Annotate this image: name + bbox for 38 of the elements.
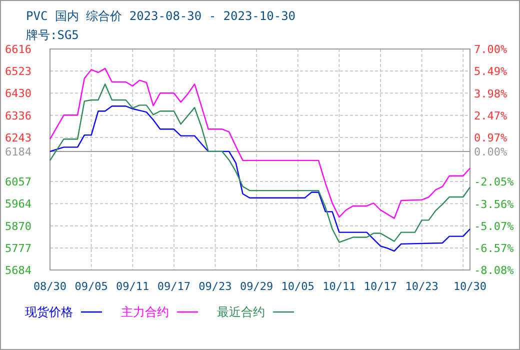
legend-label: 主力合约 <box>121 305 169 319</box>
y2-tick-label: 3.98% <box>474 87 508 100</box>
x-tick-label: 10/30 <box>453 280 487 293</box>
x-tick-label: 09/23 <box>198 280 232 293</box>
x-tick-label: 09/11 <box>116 280 150 293</box>
y-tick-label: 6523 <box>5 65 32 78</box>
y-tick-label: 6430 <box>5 87 32 100</box>
y-tick-label: 5870 <box>5 220 32 233</box>
y-tick-label: 6243 <box>5 131 32 144</box>
y2-tick-label: -2.05% <box>474 176 514 189</box>
x-tick-label: 10/17 <box>364 280 398 293</box>
y-tick-label: 6336 <box>5 109 32 122</box>
x-tick-label: 08/30 <box>33 280 67 293</box>
x-tick-label: 09/05 <box>74 280 108 293</box>
x-tick-label: 10/05 <box>281 280 314 293</box>
y2-tick-label: 2.47% <box>474 109 508 122</box>
chart-subtitle: 牌号:SG5 <box>26 28 79 42</box>
x-tick-label: 10/11 <box>322 280 356 293</box>
y2-tick-label: -6.57% <box>474 242 514 255</box>
legend-label: 最近合约 <box>217 305 265 319</box>
y-tick-label: 5964 <box>5 198 32 211</box>
y2-tick-label: -5.07% <box>474 220 514 233</box>
x-tick-label: 09/29 <box>240 280 274 293</box>
y2-tick-label: 0.00% <box>474 146 508 159</box>
y2-tick-label: 7.00% <box>474 43 508 56</box>
y2-tick-label: 5.49% <box>474 65 508 78</box>
legend-label: 现货价格 <box>25 305 73 319</box>
y-tick-label: 6184 <box>5 145 32 158</box>
y2-tick-label: -3.56% <box>474 198 514 211</box>
x-tick-label: 10/23 <box>405 280 438 293</box>
y2-tick-label: -8.08% <box>474 264 514 277</box>
y2-tick-label: 0.97% <box>474 131 508 144</box>
y-tick-label: 5777 <box>5 242 32 255</box>
y-tick-label: 5684 <box>5 264 32 277</box>
x-tick-label: 09/17 <box>157 280 190 293</box>
y-tick-label: 6616 <box>5 43 32 56</box>
chart-title: PVC 国内 综合价 2023-08-30 - 2023-10-30 <box>26 9 296 23</box>
y-tick-label: 6057 <box>5 176 32 189</box>
